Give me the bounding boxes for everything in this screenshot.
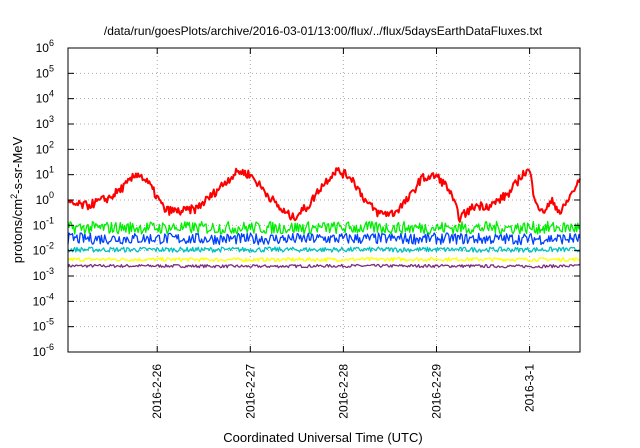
x-tick-label: 2016-2-26 (150, 364, 164, 419)
series-layer (67, 167, 581, 269)
axis-ticks: 10-6 10-5 10-4 10-3 10-2 10-1 100 101 102 103 104 1… (33, 38, 580, 419)
x-axis-label: Coordinated Universal Time (UTC) (223, 430, 422, 445)
chart-title: /data/run/goesPlots/archive/2016-03-01/1… (104, 24, 543, 38)
y-tick-label: 10-5 (33, 317, 54, 334)
x-tick-label: 2016-2-28 (336, 364, 350, 419)
series-line-3 (67, 246, 581, 253)
x-tick-label: 2016-3-1 (523, 364, 537, 412)
y-axis-label-rest: -s-sr-MeV (10, 136, 25, 193)
series-line-2 (67, 256, 581, 263)
y-axis-label-main: protons/cm (10, 199, 25, 263)
series-line-5 (67, 220, 581, 235)
x-tick-label: 2016-2-29 (429, 364, 443, 419)
y-tick-label: 103 (36, 114, 54, 131)
series-line-4 (67, 232, 581, 246)
y-tick-label: 10-6 (33, 342, 54, 359)
grid (68, 48, 580, 352)
y-tick-label: 10-2 (33, 241, 54, 258)
series-line-1 (67, 263, 581, 269)
y-tick-label: 104 (36, 89, 54, 106)
y-tick-label: 101 (36, 165, 54, 182)
y-tick-label: 10-3 (33, 266, 54, 283)
x-tick-label: 2016-2-27 (243, 364, 257, 419)
y-axis-label-sup: 2 (9, 194, 19, 199)
y-tick-label: 106 (36, 38, 54, 55)
series-line-6 (67, 167, 581, 223)
y-tick-label: 105 (36, 63, 54, 80)
y-tick-label: 10-1 (33, 215, 54, 232)
y-tick-label: 10-4 (33, 291, 54, 308)
y-tick-label: 100 (36, 190, 54, 207)
y-tick-label: 102 (36, 139, 54, 156)
y-axis-label: protons/cm2-s-sr-MeV (9, 136, 25, 263)
